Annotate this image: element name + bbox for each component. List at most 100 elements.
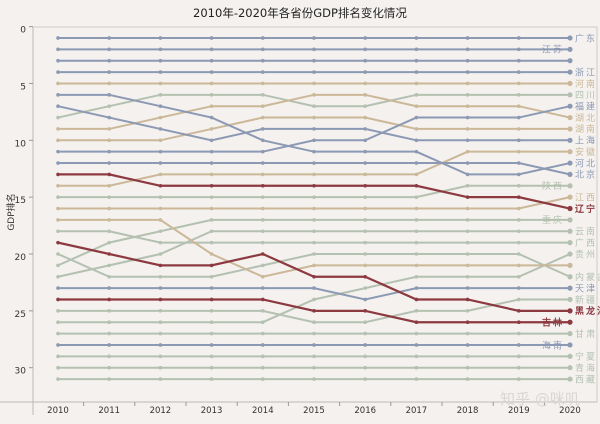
data-point bbox=[363, 58, 368, 63]
data-point bbox=[209, 127, 214, 131]
data-point bbox=[465, 70, 470, 74]
data-point bbox=[261, 127, 265, 131]
data-point bbox=[158, 218, 163, 222]
series-label: 福建 bbox=[575, 100, 597, 112]
data-point bbox=[517, 320, 521, 325]
data-point bbox=[312, 104, 316, 108]
data-point bbox=[107, 115, 111, 120]
data-point bbox=[312, 195, 316, 199]
data-point bbox=[209, 47, 214, 52]
series-label: 黑龙江 bbox=[575, 305, 600, 317]
series-label: 宁夏 bbox=[575, 351, 597, 363]
data-point bbox=[567, 205, 573, 212]
data-point bbox=[517, 229, 521, 234]
data-point bbox=[261, 343, 265, 347]
data-point bbox=[158, 377, 163, 381]
data-point bbox=[465, 47, 470, 52]
data-point bbox=[517, 240, 521, 245]
data-point bbox=[158, 161, 163, 165]
series-label: 北京 bbox=[575, 169, 597, 181]
data-point bbox=[414, 115, 419, 120]
data-point bbox=[517, 365, 521, 370]
data-point bbox=[209, 240, 214, 245]
series-宁夏 bbox=[56, 353, 573, 359]
data-point bbox=[414, 274, 419, 279]
data-point bbox=[158, 331, 163, 336]
data-point bbox=[567, 342, 573, 348]
watermark: 知乎 @咪叽 bbox=[500, 390, 580, 408]
data-point bbox=[465, 320, 470, 325]
data-point bbox=[312, 343, 316, 347]
data-point bbox=[312, 127, 316, 131]
data-point bbox=[107, 252, 111, 256]
data-point bbox=[209, 365, 214, 370]
data-point bbox=[209, 183, 214, 188]
data-point bbox=[567, 319, 573, 325]
data-point bbox=[261, 183, 265, 188]
data-point bbox=[414, 183, 419, 188]
data-point bbox=[209, 149, 214, 154]
data-point bbox=[261, 70, 265, 74]
data-point bbox=[465, 206, 470, 211]
data-point bbox=[107, 81, 111, 86]
series-label: 青海 bbox=[575, 362, 597, 374]
series-unlabeled bbox=[56, 218, 573, 279]
data-point bbox=[312, 36, 316, 40]
x-tick-label: 2015 bbox=[303, 406, 325, 416]
series-重庆 bbox=[56, 217, 573, 268]
data-point bbox=[209, 195, 214, 199]
data-point bbox=[312, 161, 316, 165]
data-point bbox=[363, 104, 368, 108]
data-point bbox=[209, 161, 214, 165]
data-point bbox=[312, 81, 316, 86]
data-point bbox=[107, 172, 111, 177]
series-天津 bbox=[56, 285, 573, 302]
series-label: 河北 bbox=[575, 157, 597, 169]
data-point bbox=[465, 377, 470, 381]
y-ticks: 0 5 10 15 20 25 30 bbox=[15, 26, 33, 377]
data-point bbox=[107, 149, 111, 154]
data-point bbox=[261, 58, 265, 63]
data-point bbox=[209, 58, 214, 63]
data-point bbox=[414, 93, 419, 97]
data-point bbox=[363, 149, 368, 154]
data-point bbox=[363, 377, 368, 381]
data-point bbox=[363, 297, 368, 302]
data-point bbox=[107, 104, 111, 108]
series-lines bbox=[56, 35, 573, 382]
data-point bbox=[261, 320, 265, 325]
y-tick-label: 10 bbox=[15, 139, 27, 149]
data-point bbox=[56, 93, 60, 97]
data-point bbox=[414, 58, 419, 63]
data-point bbox=[261, 286, 265, 290]
data-point bbox=[517, 70, 521, 74]
data-point bbox=[465, 331, 470, 336]
data-point bbox=[158, 115, 163, 120]
data-point bbox=[158, 81, 163, 86]
series-新疆 bbox=[56, 296, 573, 325]
data-point bbox=[363, 206, 368, 211]
data-point bbox=[517, 104, 521, 108]
data-point bbox=[517, 218, 521, 222]
data-point bbox=[567, 365, 573, 371]
data-point bbox=[567, 353, 573, 359]
data-point bbox=[312, 286, 316, 290]
data-point bbox=[312, 252, 316, 256]
data-point bbox=[567, 274, 573, 280]
data-point bbox=[414, 354, 419, 359]
data-point bbox=[465, 365, 470, 370]
data-point bbox=[363, 218, 368, 222]
data-point bbox=[56, 229, 60, 234]
data-point bbox=[414, 320, 419, 325]
series-海南 bbox=[56, 342, 573, 348]
data-point bbox=[414, 104, 419, 108]
data-point bbox=[363, 354, 368, 359]
data-point bbox=[517, 297, 521, 302]
data-point bbox=[56, 36, 60, 40]
series-label: 西藏 bbox=[575, 373, 597, 385]
series-label: 天津 bbox=[575, 283, 597, 294]
data-point bbox=[158, 183, 163, 188]
series-label: 四川 bbox=[575, 91, 597, 101]
series-label: 江西 bbox=[575, 192, 597, 203]
series-湖北 bbox=[56, 93, 573, 131]
